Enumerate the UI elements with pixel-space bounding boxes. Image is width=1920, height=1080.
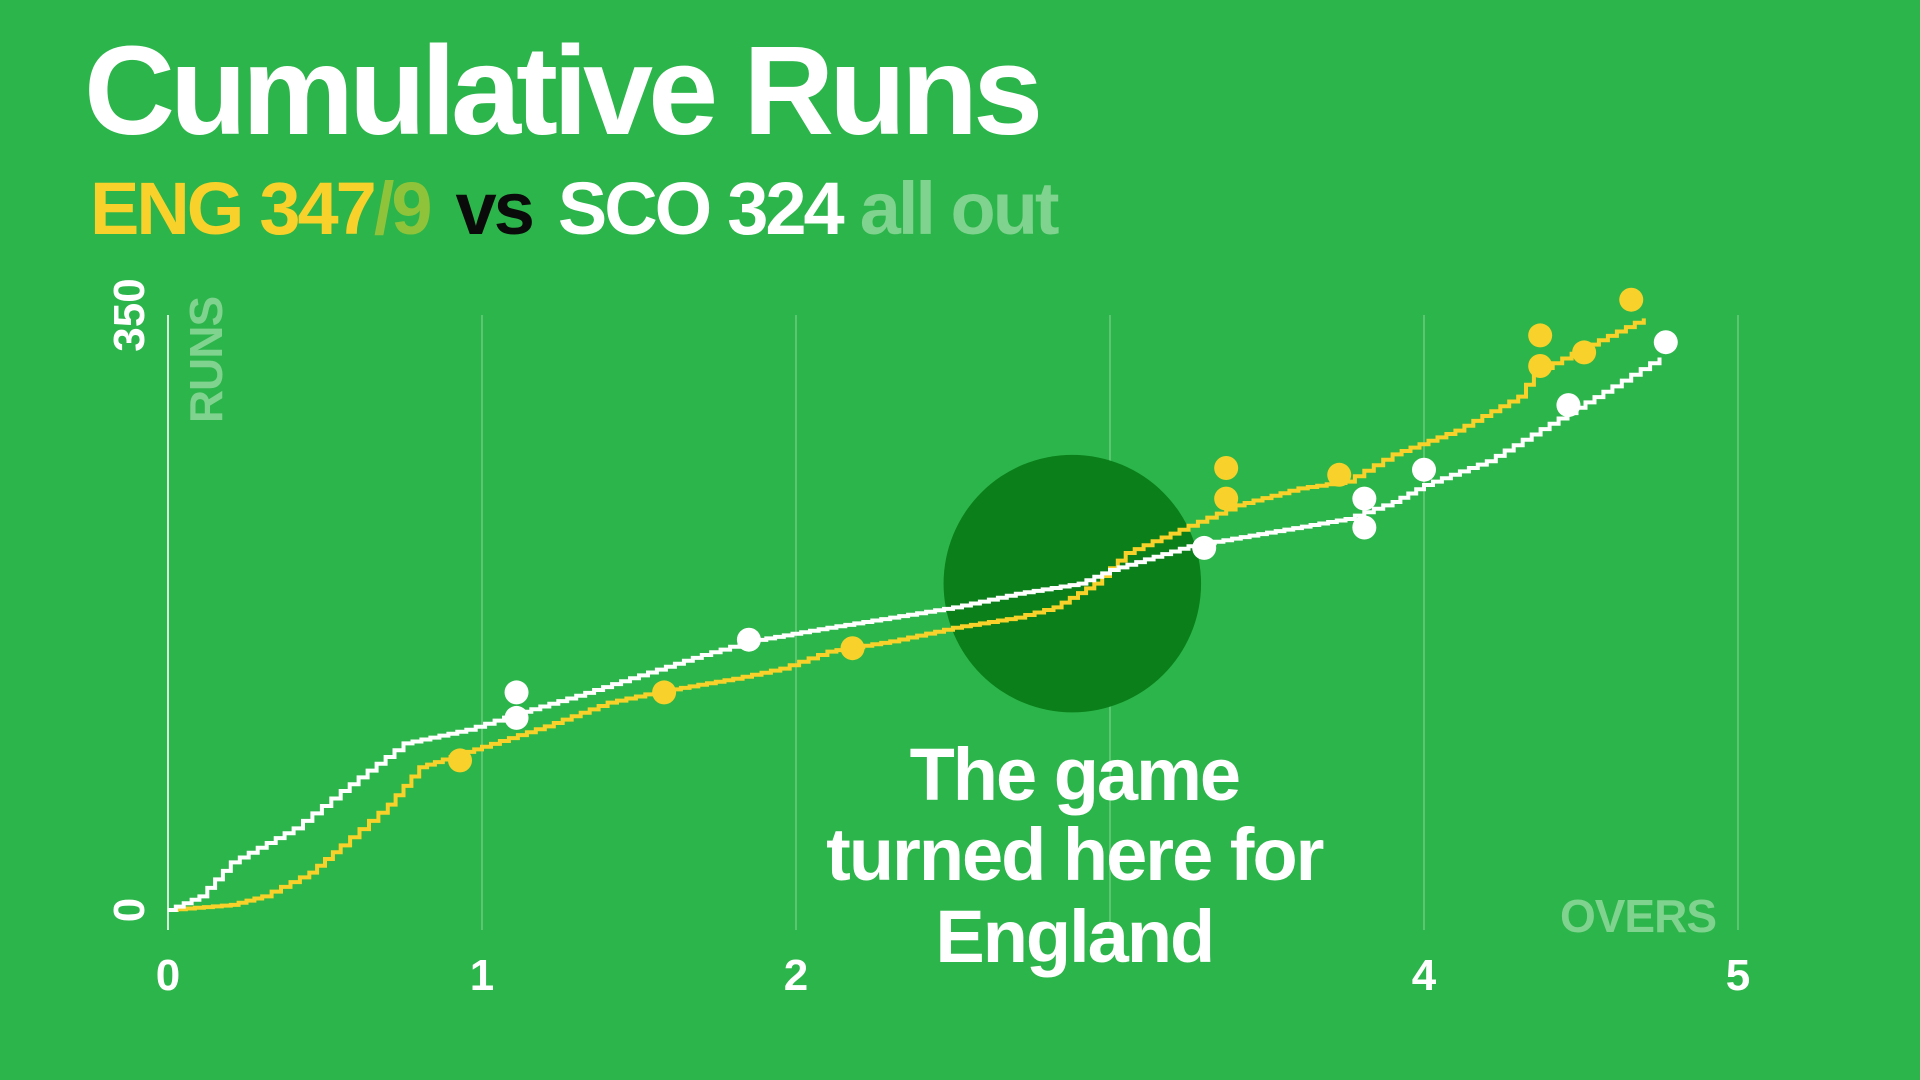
- eng-wicket-dot-8: [1528, 323, 1553, 348]
- annotation-line-1: The game: [910, 733, 1239, 816]
- sco-wicket-dot-7: [1412, 457, 1436, 482]
- eng-wicket-dot-7: [1528, 354, 1553, 378]
- x-tick-label: 5: [1726, 951, 1750, 1000]
- y-tick-label: 350: [105, 278, 154, 351]
- sco-wicket-dot-8: [1556, 393, 1581, 418]
- x-tick-label: 4: [1412, 951, 1437, 1000]
- eng-wicket-dot-1: [448, 748, 473, 773]
- axis-labels: RUNS OVERS 0 1 2 4 5 0 350: [105, 278, 1750, 1000]
- eng-wicket-dot-6: [1327, 462, 1352, 487]
- sco-wicket-dot-9: [1653, 330, 1678, 355]
- eng-wickets: /9: [373, 167, 433, 250]
- sco-runs: 324: [727, 167, 844, 250]
- annotation-line-2: turned here for: [826, 813, 1323, 896]
- eng-wicket-dot-10: [1619, 287, 1644, 312]
- x-tick-label: 0: [156, 951, 180, 1000]
- vs-label: vs: [455, 167, 535, 250]
- sco-wicket-dot-1: [504, 705, 529, 730]
- sco-wicket-dot-5: [1352, 515, 1377, 540]
- eng-wicket-dot-3: [840, 636, 865, 661]
- series-lines: [168, 318, 1662, 912]
- eng-wicket-dot-4: [1214, 486, 1239, 511]
- x-axis-title: OVERS: [1560, 890, 1716, 942]
- sco-team-label: SCO: [557, 167, 712, 250]
- annotation-line-3: England: [935, 895, 1213, 978]
- eng-wicket-dot-9: [1572, 340, 1597, 365]
- eng-team-label: ENG: [90, 167, 244, 250]
- sco-status: all out: [859, 167, 1060, 250]
- sco-wicket-dot-2: [504, 680, 529, 705]
- sco-runs-line: [168, 357, 1662, 912]
- eng-runs: 347: [259, 167, 376, 250]
- sco-wicket-dot-4: [1192, 535, 1217, 560]
- y-tick-label: 0: [105, 898, 154, 922]
- y-axis-title: RUNS: [180, 297, 232, 423]
- grid-lines: [167, 315, 1739, 930]
- page-title: Cumulative Runs: [84, 20, 1043, 161]
- eng-wicket-dot-5: [1214, 456, 1239, 480]
- eng-runs-line: [168, 318, 1646, 912]
- wicket-markers: [448, 287, 1678, 773]
- eng-wicket-dot-2: [652, 680, 677, 705]
- x-tick-label: 1: [470, 951, 494, 1000]
- x-tick-label: 2: [784, 951, 808, 1000]
- sco-wicket-dot-6: [1352, 486, 1377, 511]
- sco-wicket-dot-3: [736, 627, 761, 652]
- annotation: The game turned here for England: [826, 733, 1325, 978]
- score-summary: ENG 347/9 vs SCO 324 all out: [90, 167, 1060, 250]
